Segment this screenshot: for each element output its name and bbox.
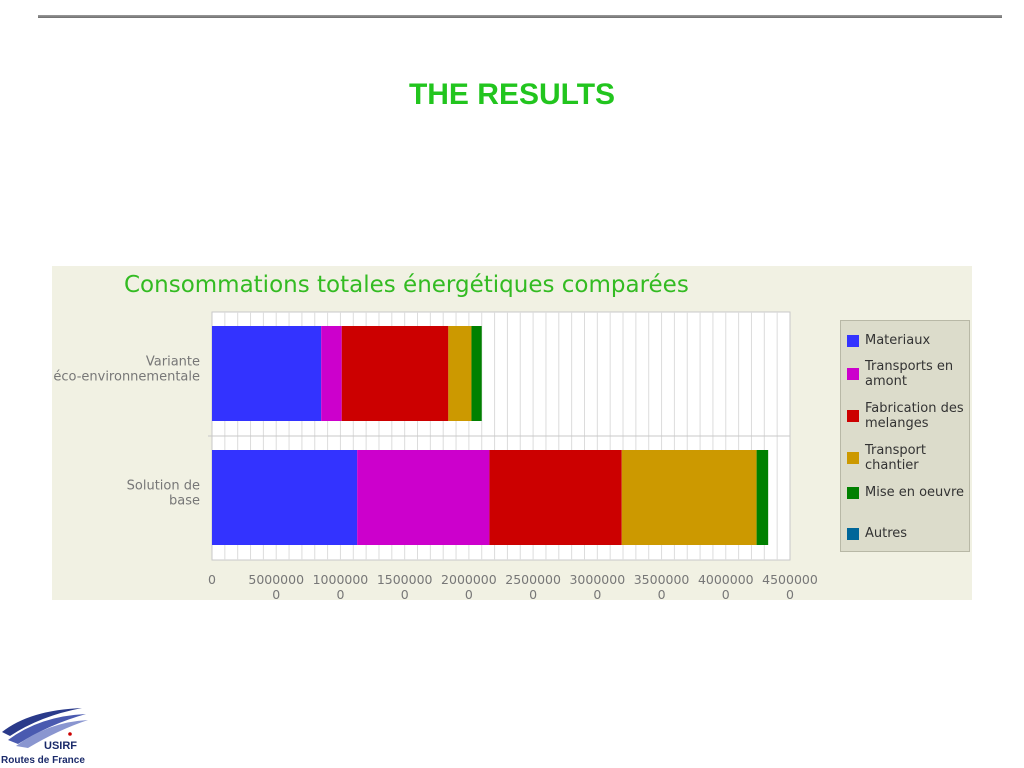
legend-swatch bbox=[847, 334, 859, 347]
logo-name: USIRF bbox=[44, 740, 77, 752]
legend-item: Autres bbox=[847, 526, 967, 541]
legend-label: Transport chantier bbox=[865, 443, 927, 473]
category-label: Variante éco-environnementale bbox=[53, 355, 200, 385]
legend-swatch bbox=[847, 410, 859, 422]
bar-segment bbox=[341, 326, 449, 421]
bar-segment bbox=[471, 326, 482, 421]
usirf-logo bbox=[2, 708, 88, 748]
category-label: Solution de base bbox=[127, 479, 200, 509]
legend-swatch bbox=[847, 368, 859, 380]
chart-panel: Consommations totales énergétiques compa… bbox=[52, 266, 972, 600]
chart-legend: Materiaux Transports en amont Fabrication … bbox=[840, 320, 970, 552]
legend-label: Materiaux bbox=[865, 333, 931, 348]
legend-item: Fabrication des melanges bbox=[847, 401, 967, 431]
legend-swatch bbox=[847, 527, 859, 540]
x-tick-label: 0 bbox=[208, 572, 216, 587]
bar-segment bbox=[212, 326, 322, 421]
x-tick-label: 1500000 0 bbox=[377, 572, 433, 600]
bar-segment bbox=[756, 450, 769, 545]
bar-segment bbox=[489, 450, 622, 545]
legend-label: Fabrication des melanges bbox=[865, 401, 964, 431]
bars bbox=[212, 326, 769, 545]
bar-segment bbox=[448, 326, 472, 421]
x-tick-label: 4000000 0 bbox=[698, 572, 754, 600]
x-tick-label: 3000000 0 bbox=[569, 572, 625, 600]
bar-segment bbox=[621, 450, 757, 545]
x-tick-label: 2500000 0 bbox=[505, 572, 561, 600]
x-tick-label: 2000000 0 bbox=[441, 572, 497, 600]
bar-segment bbox=[321, 326, 342, 421]
bar-segment bbox=[212, 450, 358, 545]
category-labels: Variante éco-environnementale Solution de b… bbox=[53, 355, 200, 509]
x-tick-label: 3500000 0 bbox=[634, 572, 690, 600]
top-divider bbox=[38, 15, 1002, 18]
legend-item: Materiaux bbox=[847, 333, 967, 348]
legend-label: Mise en oeuvre bbox=[865, 485, 965, 500]
chart-title: Consommations totales énergétiques compa… bbox=[124, 272, 689, 298]
bar-segment bbox=[357, 450, 490, 545]
x-tick-labels: 0 5000000 0 1000000 0 1500000 0 2000000 0 2500000… bbox=[208, 572, 818, 600]
x-tick-label: 5000000 0 bbox=[248, 572, 304, 600]
legend-item: Transport chantier bbox=[847, 443, 967, 473]
legend-label: Autres bbox=[865, 526, 908, 541]
x-tick-label: 4500000 0 bbox=[762, 572, 818, 600]
legend-item: Mise en oeuvre bbox=[847, 485, 967, 500]
legend-swatch bbox=[847, 486, 859, 499]
chart: Consommations totales énergétiques compa… bbox=[53, 272, 818, 600]
legend-swatch bbox=[847, 452, 859, 464]
legend-item: Transports en amont bbox=[847, 359, 967, 389]
legend-label: Transports en amont bbox=[865, 359, 954, 389]
logo-subtitle: Routes de France bbox=[1, 755, 85, 766]
x-tick-label: 1000000 0 bbox=[313, 572, 369, 600]
slide-title: THE RESULTS bbox=[408, 78, 616, 111]
